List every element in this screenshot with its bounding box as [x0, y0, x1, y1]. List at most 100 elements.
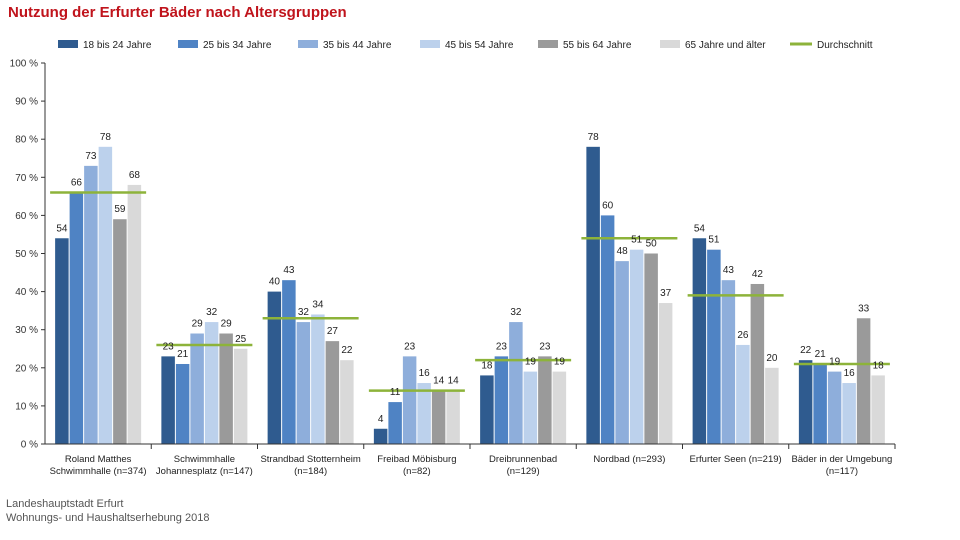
bar-value-label: 18 [481, 360, 493, 371]
bar-value-label: 19 [525, 357, 537, 368]
y-tick-label: 50 % [15, 249, 38, 260]
bar [586, 146, 600, 444]
x-category-label: Freibad Möbisburg (n=82) [377, 454, 456, 477]
source-line-1: Landeshauptstadt Erfurt [6, 498, 124, 510]
bar [813, 363, 827, 444]
bar [827, 371, 842, 444]
bar [373, 428, 388, 444]
legend-label-average: Durchschnitt [817, 40, 873, 51]
bar-value-label: 40 [269, 277, 281, 288]
bar-value-label: 34 [312, 299, 324, 310]
bar [750, 283, 765, 444]
y-tick-label: 40 % [15, 287, 38, 298]
bar-value-label: 23 [404, 341, 416, 352]
bar-value-label: 29 [221, 319, 233, 330]
y-tick-label: 30 % [15, 325, 38, 336]
bar-value-label: 54 [56, 223, 68, 234]
legend-swatch [420, 40, 440, 48]
bar [388, 402, 402, 444]
bar [871, 375, 885, 444]
legend-label: 45 bis 54 Jahre [445, 40, 514, 51]
bar [523, 371, 538, 444]
value-labels: 5466737859682321293229254043323427224112… [56, 132, 884, 425]
y-tick-label: 0 % [21, 440, 38, 451]
bars [55, 146, 885, 445]
bar [736, 344, 750, 444]
y-tick-label: 60 % [15, 211, 38, 222]
bar [233, 348, 248, 444]
legend-swatch [660, 40, 680, 48]
bar [552, 371, 567, 444]
bar-value-label: 23 [496, 341, 508, 352]
bar-value-label: 50 [646, 239, 658, 250]
bar-value-label: 22 [341, 345, 353, 356]
bar [204, 322, 219, 444]
source-line-2: Wohnungs- und Haushaltserhebung 2018 [6, 512, 210, 524]
bar [480, 375, 494, 444]
y-tick-label: 70 % [15, 173, 38, 184]
bar [340, 360, 354, 444]
bar [175, 363, 190, 444]
y-axis: 0 % 10 % 20 % 30 % 40 % 50 % 60 % 70 % 80 % 90 % 1… [10, 59, 46, 451]
legend-swatch [58, 40, 78, 48]
bar-value-label: 21 [177, 349, 189, 360]
bar [538, 356, 552, 444]
x-category-label: Strandbad Stotternheim (n=184) [260, 454, 360, 477]
bar [127, 184, 142, 445]
x-category-label: Nordbad (n=293) [593, 454, 665, 465]
x-axis: Roland Matthes Schwimmhalle (n=374) Schwim… [45, 443, 896, 477]
bar-value-label: 73 [85, 151, 97, 162]
y-tick-label: 90 % [15, 97, 38, 108]
bar-value-label: 25 [235, 334, 247, 345]
legend-label: 25 bis 34 Jahre [203, 40, 272, 51]
bar-value-label: 68 [129, 170, 141, 181]
bar-value-label: 54 [694, 223, 706, 234]
bar-value-label: 22 [800, 345, 812, 356]
bar-value-label: 19 [829, 357, 841, 368]
chart-title: Nutzung der Erfurter Bäder nach Altersgr… [8, 4, 347, 21]
bar [600, 215, 615, 444]
bar [842, 383, 856, 444]
bar-value-label: 51 [631, 235, 643, 246]
legend-label: 55 bis 64 Jahre [563, 40, 632, 51]
bar-value-label: 11 [390, 387, 401, 398]
bar-value-label: 18 [873, 360, 885, 371]
x-category-label: Roland Matthes Schwimmhalle (n=374) [50, 454, 147, 477]
bar-value-label: 37 [660, 288, 672, 299]
bar-value-label: 14 [433, 376, 445, 387]
bar-value-label: 32 [510, 307, 522, 318]
bar [282, 280, 296, 444]
y-tick-label: 20 % [15, 363, 38, 374]
bar [267, 291, 282, 444]
bar [69, 192, 84, 444]
bar [311, 314, 325, 444]
x-category-label: Bäder in der Umgebung (n=117) [791, 454, 892, 477]
bar-value-label: 23 [539, 341, 551, 352]
bar [494, 356, 509, 444]
y-tick-label: 80 % [15, 135, 38, 146]
bar [190, 333, 204, 444]
source-note: Landeshauptstadt Erfurt Wohnungs- und Ha… [6, 497, 209, 525]
x-category-label: Dreibrunnenbad (n=129) [489, 454, 557, 477]
bar-value-label: 19 [554, 357, 566, 368]
legend-label: 35 bis 44 Jahre [323, 40, 392, 51]
bar [707, 249, 721, 444]
bar [629, 249, 644, 444]
bar-value-label: 16 [419, 368, 431, 379]
bar-value-label: 78 [588, 132, 600, 143]
bar-value-label: 48 [617, 246, 629, 257]
bar [431, 390, 446, 444]
y-tick-label: 10 % [15, 401, 38, 412]
bar [721, 280, 736, 444]
average-lines [50, 191, 890, 392]
bar-value-label: 14 [448, 376, 460, 387]
bar-value-label: 32 [298, 307, 310, 318]
bar [296, 322, 311, 444]
bar-value-label: 29 [192, 319, 204, 330]
bar [219, 333, 233, 444]
legend-label: 65 Jahre und älter [685, 40, 766, 51]
bar-value-label: 21 [815, 349, 827, 360]
legend-swatch [538, 40, 558, 48]
bar-value-label: 26 [737, 330, 749, 341]
bar [765, 367, 779, 444]
